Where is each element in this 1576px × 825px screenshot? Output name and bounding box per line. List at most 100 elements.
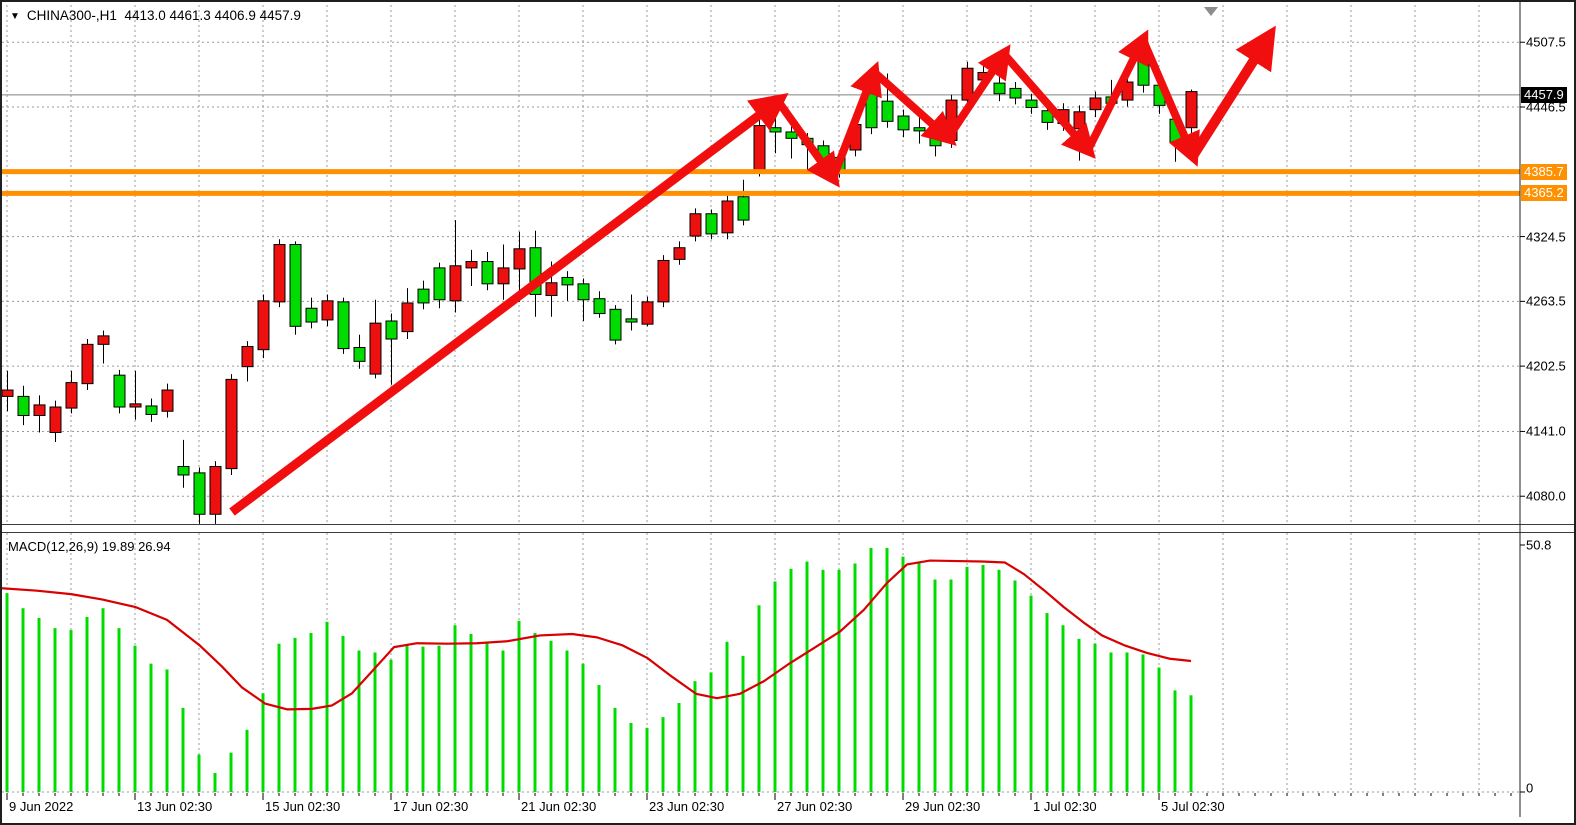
- date-label: 27 Jun 02:30: [777, 799, 853, 814]
- candle-body: [721, 200, 734, 234]
- candle-body: [929, 135, 942, 147]
- macd-histogram-bar: [53, 628, 57, 792]
- macd-histogram-bar: [789, 568, 793, 792]
- macd-histogram-bar: [869, 547, 873, 792]
- candle-body: [609, 308, 622, 341]
- macd-histogram-bar: [21, 608, 25, 792]
- price-grid-label: 4446.5: [1526, 99, 1566, 115]
- macd-histogram-bar: [933, 579, 937, 792]
- macd-histogram-bar: [1013, 580, 1017, 792]
- macd-histogram-bar: [405, 645, 409, 792]
- macd-histogram-bar: [501, 650, 505, 792]
- macd-histogram-bar: [1109, 652, 1113, 792]
- symbol-dropdown-icon[interactable]: ▼: [10, 11, 20, 22]
- macd-histogram-bar: [1045, 613, 1049, 792]
- macd-histogram-bar: [949, 579, 953, 792]
- macd-histogram-bar: [165, 669, 169, 792]
- macd-histogram-bar: [581, 663, 585, 792]
- candle-body: [673, 247, 686, 260]
- macd-histogram-bar: [805, 561, 809, 792]
- macd-histogram-bar: [261, 693, 265, 792]
- candle-body: [561, 276, 574, 286]
- macd-histogram-bar: [69, 630, 73, 792]
- macd-histogram-bar: [629, 722, 633, 792]
- macd-histogram-bar: [389, 659, 393, 792]
- candle-body: [545, 282, 558, 297]
- macd-histogram-bar: [181, 707, 185, 792]
- candle-body: [1137, 57, 1150, 86]
- macd-histogram-bar: [533, 633, 537, 792]
- candle-body: [33, 404, 46, 417]
- macd-histogram-bar: [373, 652, 377, 792]
- candle-body: [1009, 87, 1022, 99]
- macd-histogram-bar: [757, 605, 761, 792]
- candle-body: [641, 301, 654, 325]
- macd-histogram-bar: [693, 681, 697, 792]
- trend-arrow[interactable]: [1084, 29, 1149, 152]
- candle-body: [769, 127, 782, 133]
- macd-indicator-label: MACD(12,26,9) 19.89 26.94: [8, 539, 171, 554]
- macd-histogram-bar: [1093, 643, 1097, 792]
- trend-arrow[interactable]: [944, 44, 1011, 141]
- candle-body: [81, 343, 94, 385]
- macd-histogram-bar: [437, 645, 441, 792]
- candle-body: [417, 288, 430, 304]
- trend-arrow[interactable]: [774, 98, 840, 188]
- macd-histogram-bar: [725, 641, 729, 792]
- macd-histogram-bar: [1141, 654, 1145, 792]
- macd-histogram-bar: [997, 569, 1001, 792]
- macd-histogram-bar: [565, 650, 569, 792]
- candle-body: [881, 100, 894, 122]
- candle-body: [2, 389, 14, 397]
- candle-body: [497, 267, 510, 285]
- symbol-period-label: CHINA300-,H1: [26, 8, 117, 23]
- macd-histogram-bar: [1061, 625, 1065, 792]
- candle-body: [961, 67, 974, 101]
- macd-histogram-bar: [1173, 690, 1177, 792]
- candle-body: [1025, 99, 1038, 109]
- trend-arrow[interactable]: [1188, 25, 1276, 159]
- candle-body: [1089, 97, 1102, 111]
- macd-histogram-bar: [293, 637, 297, 792]
- candle-body: [449, 265, 462, 302]
- date-label: 17 Jun 02:30: [393, 799, 469, 814]
- date-label: 29 Jun 02:30: [905, 799, 981, 814]
- current-price-tag: 4457.9: [1521, 86, 1567, 103]
- price-grid-label: 4080.0: [1526, 488, 1566, 504]
- candle-body: [913, 127, 926, 132]
- date-label: 13 Jun 02:30: [137, 799, 213, 814]
- candle-body: [1185, 91, 1198, 129]
- candle-body: [705, 213, 718, 235]
- candle-body: [1041, 110, 1054, 123]
- trend-arrow[interactable]: [871, 69, 957, 146]
- candle-body: [337, 301, 350, 350]
- trend-arrow[interactable]: [1000, 51, 1096, 159]
- macd-histogram-bar: [1157, 667, 1161, 792]
- macd-histogram-bar: [469, 633, 473, 792]
- macd-histogram-bar: [485, 641, 489, 792]
- macd-histogram-bar: [213, 773, 217, 792]
- candle-body: [529, 247, 542, 295]
- macd-histogram-bar: [277, 643, 281, 792]
- candle-body: [385, 320, 398, 340]
- candle-body: [49, 406, 62, 434]
- macd-histogram-bar: [901, 556, 905, 792]
- candle-body: [657, 259, 670, 303]
- candle-body: [993, 82, 1006, 95]
- candle-body: [785, 131, 798, 139]
- date-label: 5 Jul 02:30: [1161, 799, 1225, 814]
- macd-histogram-bar: [133, 645, 137, 792]
- trend-arrow[interactable]: [1139, 38, 1200, 167]
- macd-histogram-bar: [709, 672, 713, 792]
- trend-arrow[interactable]: [829, 61, 882, 180]
- trend-arrow[interactable]: [229, 93, 789, 516]
- macd-histogram-bar: [661, 717, 665, 792]
- candle-body: [369, 322, 382, 375]
- macd-histogram-bar: [1029, 595, 1033, 792]
- candle-body: [225, 378, 238, 470]
- candle-body: [289, 244, 302, 327]
- scroll-to-end-icon[interactable]: [1204, 7, 1218, 16]
- candle-body: [209, 465, 222, 515]
